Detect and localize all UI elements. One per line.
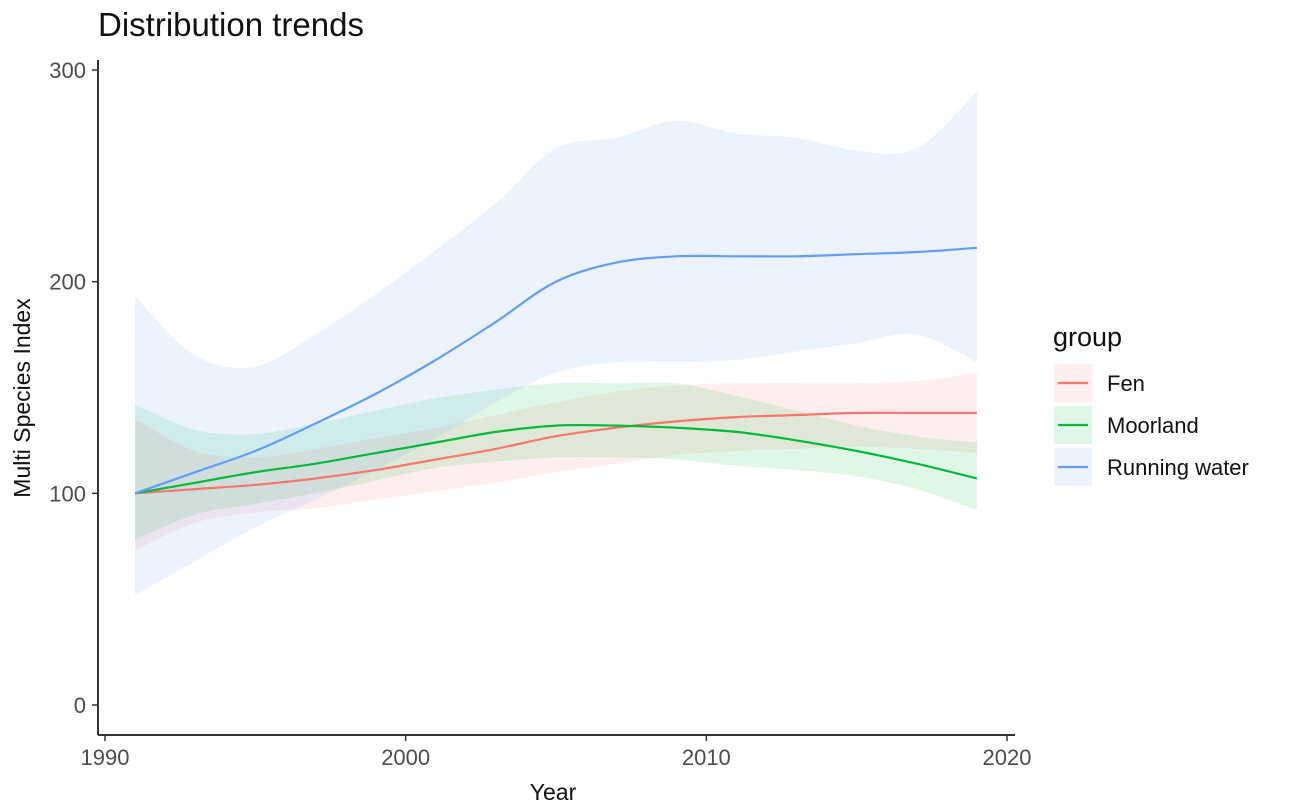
- y-tick-label: 200: [49, 270, 86, 295]
- legend-title: group: [1053, 322, 1122, 352]
- line-running-water: [134, 246, 977, 495]
- x-axis-label: Year: [530, 779, 577, 805]
- legend-label-running-water: Running water: [1107, 455, 1249, 480]
- y-tick-label: 100: [49, 481, 86, 506]
- x-tick-label: 1990: [81, 745, 130, 770]
- legend-label-fen: Fen: [1107, 371, 1145, 396]
- x-ticks: 1990 2000 2010 2020: [81, 735, 1032, 770]
- line-fen: [135, 411, 977, 495]
- line-moorland: [134, 423, 978, 495]
- x-tick-label: 2020: [983, 745, 1032, 770]
- y-tick-label: 0: [74, 693, 86, 718]
- axes: [97, 60, 1015, 736]
- legend: group Fen Moorland Running water: [1053, 322, 1249, 486]
- band-moorland: [135, 382, 977, 540]
- y-ticks: 0 100 200 300: [49, 58, 98, 718]
- x-tick-label: 2010: [682, 745, 731, 770]
- legend-label-moorland: Moorland: [1107, 413, 1199, 438]
- y-axis-label: Multi Species Index: [9, 298, 35, 498]
- x-tick-label: 2000: [381, 745, 430, 770]
- series-lines: [134, 246, 978, 495]
- confidence-bands: [135, 91, 977, 595]
- chart-title: Distribution trends: [98, 6, 364, 43]
- band-fen: [135, 372, 977, 551]
- y-tick-label: 300: [49, 58, 86, 83]
- band-running-water: [135, 91, 977, 595]
